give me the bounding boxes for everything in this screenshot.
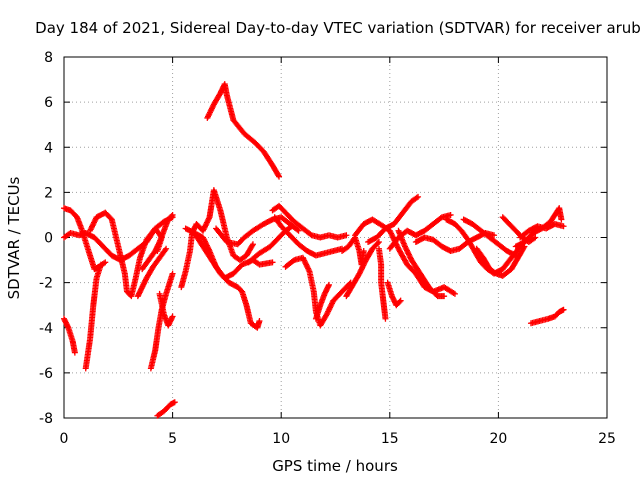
data-point	[269, 259, 276, 266]
data-point	[249, 242, 256, 249]
data-point	[397, 297, 404, 304]
data-point	[374, 240, 381, 247]
data-point	[437, 215, 444, 222]
data-point	[451, 290, 458, 297]
series-arc-08	[147, 270, 176, 372]
data-point	[447, 211, 454, 218]
series-arc-12	[204, 81, 283, 180]
data-point	[375, 239, 382, 246]
data-point	[289, 258, 296, 265]
y-axis-label: SDTVAR / TECUs	[5, 176, 23, 299]
x-tick-labels: 0 5 10 15 20 25	[60, 431, 616, 447]
data-point	[168, 213, 175, 220]
data-point	[162, 247, 169, 254]
data-point	[169, 211, 176, 218]
series-arc-07	[134, 245, 170, 300]
y-tick-label: -6	[39, 366, 53, 382]
data-point	[169, 270, 176, 277]
data-point	[491, 232, 498, 239]
data-points	[61, 81, 567, 419]
data-point	[275, 172, 282, 179]
series-arc-22	[343, 239, 382, 300]
data-point	[360, 248, 367, 255]
y-tick-label: -8	[39, 411, 53, 427]
series-arc-26	[384, 279, 404, 309]
data-point	[560, 223, 567, 230]
data-point	[276, 173, 283, 180]
series-arc-32	[473, 243, 528, 279]
series-arc-06	[139, 211, 176, 273]
series-arc-17	[269, 202, 350, 241]
x-axis-label: GPS time / hours	[272, 457, 398, 475]
x-tick-label: 20	[489, 431, 507, 447]
x-tick-label: 25	[598, 431, 616, 447]
data-point	[343, 232, 350, 239]
series-arc-25	[375, 245, 389, 322]
y-tick-labels: -8 -6 -4 -2 0 2 4 6 8	[39, 50, 53, 427]
data-point	[289, 223, 296, 230]
data-point	[415, 193, 422, 200]
y-tick-label: -2	[39, 276, 53, 292]
series-arc-03	[61, 315, 78, 356]
y-tick-label: 6	[44, 95, 53, 111]
data-point	[532, 234, 539, 241]
data-point	[169, 313, 176, 320]
data-point	[97, 261, 104, 268]
data-point	[396, 298, 403, 305]
data-point	[249, 241, 256, 248]
y-tick-label: 0	[44, 231, 53, 247]
data-point	[560, 306, 567, 313]
data-point	[100, 260, 107, 267]
y-tick-label: 8	[44, 50, 53, 66]
y-tick-label: 2	[44, 185, 53, 201]
data-point	[287, 224, 294, 231]
series-arc-16	[245, 223, 296, 266]
series-arc-29	[412, 229, 498, 255]
series-arc-21	[339, 234, 367, 268]
series-arc-05	[87, 209, 165, 300]
y-tick-label: 4	[44, 140, 53, 156]
series-arc-18	[271, 214, 346, 259]
data-point	[441, 293, 448, 300]
series-arc-36	[527, 306, 567, 327]
series-arc-09	[156, 290, 176, 329]
series-arc-28	[395, 227, 448, 300]
data-point	[307, 231, 314, 238]
data-point	[294, 226, 301, 233]
x-tick-label: 0	[60, 431, 69, 447]
x-tick-label: 15	[381, 431, 399, 447]
series-arc-20	[312, 281, 332, 322]
data-point	[413, 194, 420, 201]
data-point	[163, 245, 170, 252]
series-arc-35	[517, 220, 567, 241]
y-tick-label: -4	[39, 321, 53, 337]
data-point	[71, 349, 78, 356]
data-point	[520, 244, 527, 251]
chart-title: Day 184 of 2021, Sidereal Day-to-day VTE…	[35, 19, 640, 37]
series-arc-10	[154, 399, 178, 419]
data-point	[325, 281, 332, 288]
series-arc-24	[365, 193, 422, 246]
series-arc-04	[82, 261, 104, 372]
x-tick-label: 5	[168, 431, 177, 447]
data-point	[102, 259, 109, 266]
data-point	[295, 227, 302, 234]
series-arc-19	[282, 254, 354, 329]
data-point	[382, 315, 389, 322]
data-point	[531, 235, 538, 242]
data-point	[171, 399, 178, 406]
x-tick-label: 10	[272, 431, 290, 447]
data-point	[558, 216, 565, 223]
series-arc-31	[460, 216, 519, 259]
grid	[64, 57, 607, 418]
data-point	[256, 317, 263, 324]
